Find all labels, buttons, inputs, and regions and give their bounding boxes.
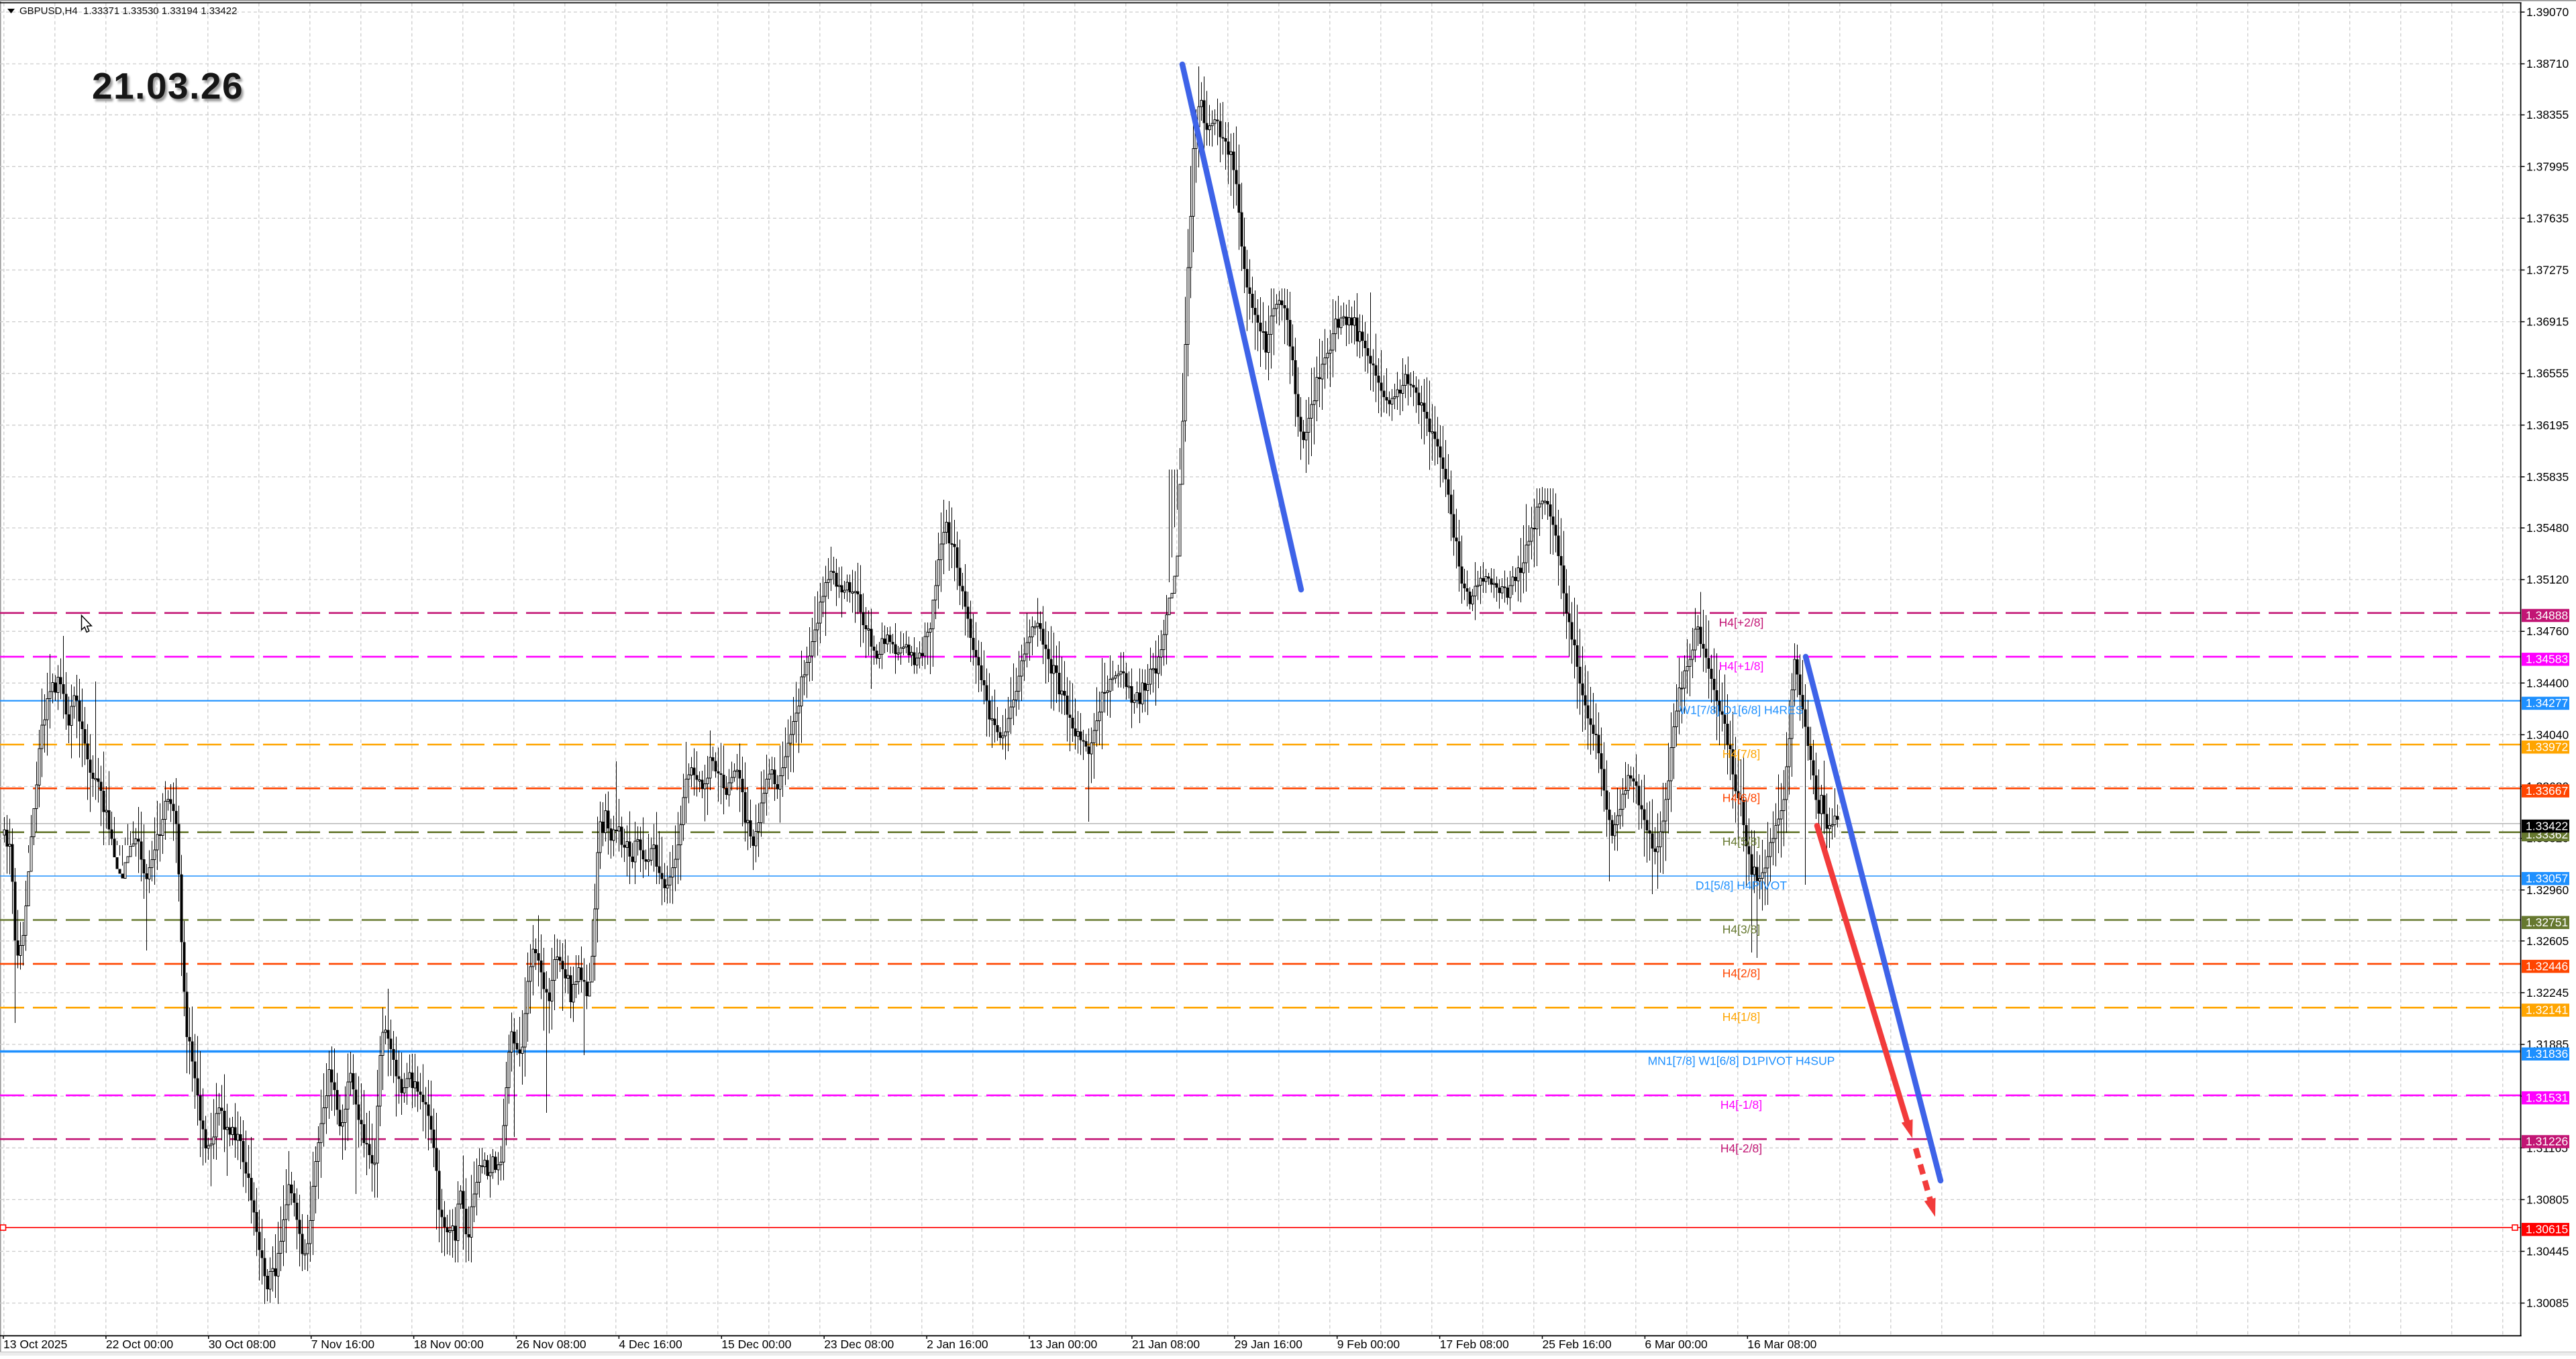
svg-text:H4[1/8]: H4[1/8] <box>1722 1010 1760 1024</box>
svg-text:1.34400: 1.34400 <box>2526 676 2569 690</box>
svg-text:21.03.26: 21.03.26 <box>92 65 244 107</box>
svg-text:1.30445: 1.30445 <box>2526 1245 2569 1258</box>
svg-text:25 Feb 16:00: 25 Feb 16:00 <box>1543 1338 1612 1351</box>
svg-text:13 Jan 00:00: 13 Jan 00:00 <box>1029 1338 1097 1351</box>
svg-text:9 Feb 00:00: 9 Feb 00:00 <box>1337 1338 1400 1351</box>
svg-text:21 Jan 08:00: 21 Jan 08:00 <box>1132 1338 1200 1351</box>
svg-text:1.34040: 1.34040 <box>2526 728 2569 741</box>
svg-text:1.32605: 1.32605 <box>2526 934 2569 948</box>
svg-text:1.31531: 1.31531 <box>2526 1091 2568 1104</box>
svg-text:1.32960: 1.32960 <box>2526 883 2569 897</box>
svg-text:H4[5/8]: H4[5/8] <box>1722 835 1760 849</box>
svg-text:16 Mar 08:00: 16 Mar 08:00 <box>1747 1338 1816 1351</box>
svg-text:1.33667: 1.33667 <box>2526 784 2568 798</box>
svg-text:18 Nov 00:00: 18 Nov 00:00 <box>414 1338 484 1351</box>
svg-text:6 Mar 00:00: 6 Mar 00:00 <box>1645 1338 1708 1351</box>
svg-text:1.30085: 1.30085 <box>2526 1297 2569 1310</box>
svg-text:1.34888: 1.34888 <box>2526 608 2568 622</box>
svg-text:1.35835: 1.35835 <box>2526 470 2569 484</box>
svg-text:1.30805: 1.30805 <box>2526 1193 2569 1206</box>
svg-text:1.32245: 1.32245 <box>2526 986 2569 999</box>
svg-text:1.35480: 1.35480 <box>2526 521 2569 535</box>
svg-text:1.32141: 1.32141 <box>2526 1003 2568 1017</box>
svg-text:H4[-1/8]: H4[-1/8] <box>1720 1098 1762 1111</box>
svg-text:MN1[7/8] W1[6/8] D1PIVOT H4SUP: MN1[7/8] W1[6/8] D1PIVOT H4SUP <box>1648 1054 1835 1068</box>
svg-text:1.32751: 1.32751 <box>2526 916 2568 929</box>
svg-text:H4[+1/8]: H4[+1/8] <box>1719 659 1764 673</box>
svg-text:W1[7/8] D1[6/8] H4RES: W1[7/8] D1[6/8] H4RES <box>1680 704 1804 717</box>
svg-text:H4[6/8]: H4[6/8] <box>1722 791 1760 804</box>
svg-text:1.34583: 1.34583 <box>2526 653 2568 666</box>
svg-text:22 Oct 00:00: 22 Oct 00:00 <box>106 1338 173 1351</box>
svg-text:H4[+2/8]: H4[+2/8] <box>1719 616 1764 629</box>
svg-text:H4[7/8]: H4[7/8] <box>1722 747 1760 761</box>
svg-text:1.34760: 1.34760 <box>2526 624 2569 638</box>
svg-text:15 Dec 00:00: 15 Dec 00:00 <box>721 1338 791 1351</box>
svg-text:H4[2/8]: H4[2/8] <box>1722 967 1760 980</box>
svg-text:GBPUSD,H4 1.33371 1.33530 1.3: GBPUSD,H4 1.33371 1.33530 1.33194 1.3342… <box>19 5 237 17</box>
svg-text:4 Dec 16:00: 4 Dec 16:00 <box>619 1338 682 1351</box>
svg-text:1.38710: 1.38710 <box>2526 57 2569 70</box>
svg-text:30 Oct 08:00: 30 Oct 08:00 <box>209 1338 276 1351</box>
svg-text:1.39070: 1.39070 <box>2526 5 2569 19</box>
svg-text:1.33972: 1.33972 <box>2526 741 2568 754</box>
svg-text:1.31226: 1.31226 <box>2526 1135 2568 1148</box>
svg-text:1.36195: 1.36195 <box>2526 419 2569 432</box>
svg-text:1.33057: 1.33057 <box>2526 872 2568 885</box>
svg-text:1.34277: 1.34277 <box>2526 696 2568 710</box>
svg-text:26 Nov 08:00: 26 Nov 08:00 <box>517 1338 586 1351</box>
svg-text:1.30615: 1.30615 <box>2526 1223 2568 1236</box>
svg-text:7 Nov 16:00: 7 Nov 16:00 <box>311 1338 375 1351</box>
svg-text:D1[5/8] H4PIVOT: D1[5/8] H4PIVOT <box>1696 879 1787 892</box>
svg-text:1.31836: 1.31836 <box>2526 1047 2568 1061</box>
svg-text:1.37635: 1.37635 <box>2526 211 2569 225</box>
svg-text:H4[3/8]: H4[3/8] <box>1722 923 1760 936</box>
svg-text:2 Jan 16:00: 2 Jan 16:00 <box>927 1338 988 1351</box>
svg-text:13 Oct 2025: 13 Oct 2025 <box>3 1338 67 1351</box>
svg-text:1.38355: 1.38355 <box>2526 108 2569 121</box>
svg-text:1.32446: 1.32446 <box>2526 959 2568 973</box>
svg-text:17 Feb 08:00: 17 Feb 08:00 <box>1440 1338 1509 1351</box>
svg-text:29 Jan 16:00: 29 Jan 16:00 <box>1235 1338 1302 1351</box>
svg-text:1.36555: 1.36555 <box>2526 367 2569 380</box>
svg-text:23 Dec 08:00: 23 Dec 08:00 <box>824 1338 894 1351</box>
svg-text:1.35120: 1.35120 <box>2526 573 2569 586</box>
svg-text:1.36915: 1.36915 <box>2526 315 2569 329</box>
svg-text:H4[-2/8]: H4[-2/8] <box>1720 1142 1762 1155</box>
svg-text:1.37995: 1.37995 <box>2526 160 2569 173</box>
svg-text:1.33422: 1.33422 <box>2526 819 2568 832</box>
svg-text:1.37275: 1.37275 <box>2526 264 2569 277</box>
